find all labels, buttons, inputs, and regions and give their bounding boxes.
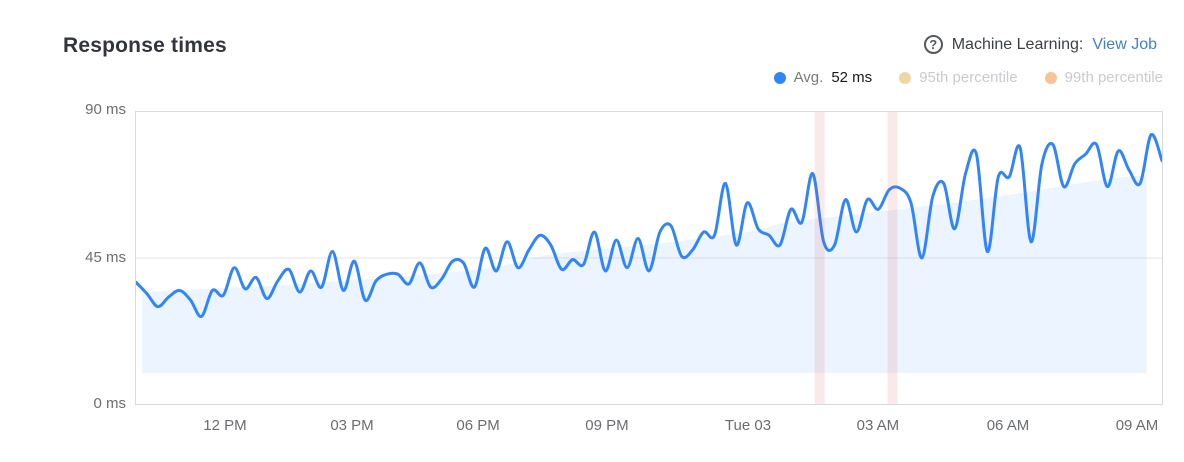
x-axis-tick-12pm: 12 PM xyxy=(203,417,247,434)
page-title: Response times xyxy=(63,34,227,57)
legend-item-99th-percentile[interactable]: 99th percentile xyxy=(1044,69,1163,86)
p99-series-dot-icon xyxy=(1044,71,1057,84)
y-axis-tick-45ms: 45 ms xyxy=(85,249,126,266)
x-axis-tick-06am: 06 AM xyxy=(986,417,1030,434)
response-times-chart[interactable] xyxy=(135,111,1163,405)
x-axis-tick-09am: 09 AM xyxy=(1115,417,1159,434)
x-axis-tick-06pm: 06 PM xyxy=(456,417,500,434)
legend-99th-label: 99th percentile xyxy=(1064,69,1163,86)
machine-learning-block: ? Machine Learning: View Job xyxy=(923,35,1157,54)
legend-95th-label: 95th percentile xyxy=(919,69,1018,86)
p95-series-dot-icon xyxy=(899,71,912,84)
legend-item-95th-percentile[interactable]: 95th percentile xyxy=(899,69,1018,86)
x-axis-tick-03pm: 03 PM xyxy=(330,417,374,434)
ml-expected-bounds-area xyxy=(142,175,1147,374)
x-axis: 12 PM 03 PM 06 PM 09 PM Tue 03 03 AM 06 … xyxy=(135,417,1163,437)
question-mark-icon[interactable]: ? xyxy=(923,35,943,54)
anomaly-band-2[interactable] xyxy=(887,112,898,404)
anomaly-band-1[interactable] xyxy=(814,112,825,404)
machine-learning-label: Machine Learning: xyxy=(951,35,1084,53)
view-job-link[interactable]: View Job xyxy=(1092,35,1157,53)
legend-avg-value: 52 ms xyxy=(831,69,873,86)
legend-avg-label: Avg. xyxy=(793,69,824,86)
x-axis-tick-09pm: 09 PM xyxy=(585,417,629,434)
avg-response-time-line xyxy=(136,133,1162,318)
chart-canvas[interactable] xyxy=(136,112,1162,404)
y-axis-tick-0ms: 0 ms xyxy=(93,395,126,412)
y-axis-tick-90ms: 90 ms xyxy=(85,101,126,118)
x-axis-tick-tue03: Tue 03 xyxy=(724,417,772,434)
avg-series-dot-icon xyxy=(773,71,786,84)
x-axis-tick-03am: 03 AM xyxy=(856,417,900,434)
legend-item-avg[interactable]: Avg. 52 ms xyxy=(773,69,873,86)
chart-legend: Avg. 52 ms 95th percentile 99th percenti… xyxy=(773,69,1163,86)
